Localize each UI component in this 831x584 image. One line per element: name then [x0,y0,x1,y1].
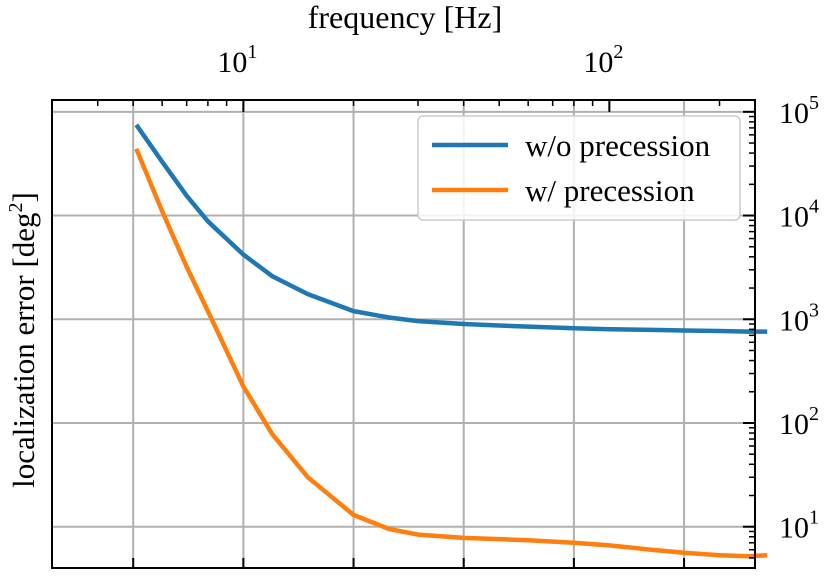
legend-label-w-precession: w/ precession [525,173,695,208]
y-axis-label: localization error [deg2] [5,192,41,488]
tick-layer: 101 102 103 104 105 101 102 [51,41,819,569]
y-tick-label: 104 [779,196,819,234]
y-axis-label-sup: 2 [5,202,27,212]
plot-frame [51,99,756,569]
x-tick-label: 102 [583,41,623,79]
y-tick-label: 105 [779,92,819,130]
y-tick-label: 101 [779,507,819,545]
top-axis-label: frequency [Hz] [308,0,503,35]
series-layer [134,123,768,559]
y-tick-label: 102 [779,403,819,441]
legend-box [417,115,741,221]
legend: w/o precession w/ precession [417,115,741,221]
y-axis-label-close: ] [6,192,41,202]
series-line-w-precession [134,147,768,559]
y-tick-label: 103 [779,299,819,337]
y-axis-label-main: localization error [deg [6,212,41,487]
series-line-wo-precession [134,123,768,334]
legend-label-wo-precession: w/o precession [525,128,711,163]
x-tick-label: 101 [217,41,257,79]
